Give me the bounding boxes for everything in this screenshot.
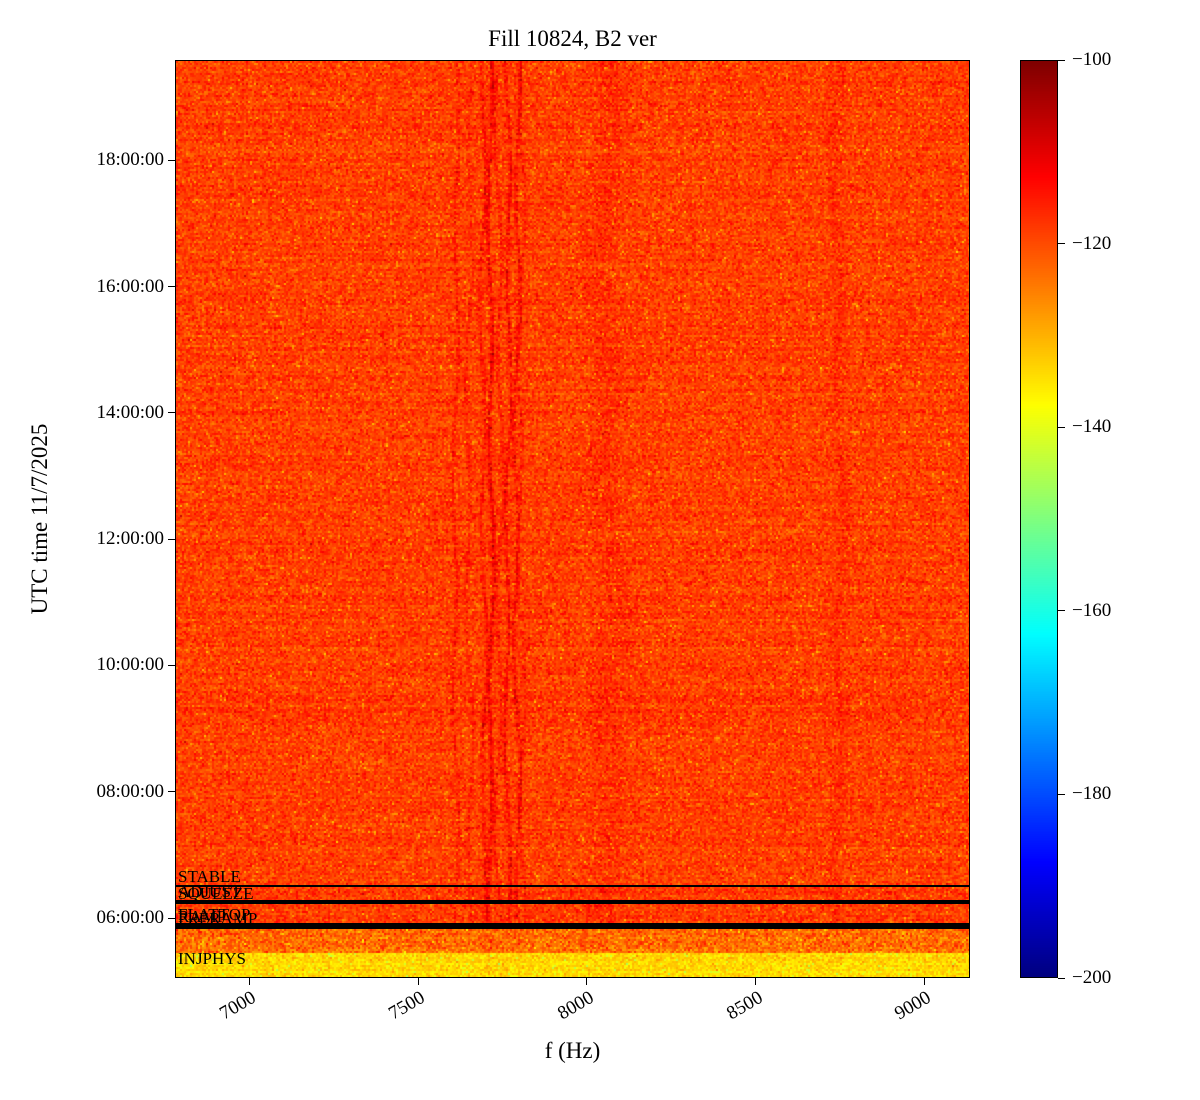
y-tick-mark xyxy=(168,412,175,414)
colorbar-tick-mark xyxy=(1058,426,1065,428)
x-tick-label: 7500 xyxy=(385,987,429,1025)
chart-title: Fill 10824, B2 ver xyxy=(488,26,657,51)
spectrogram-heatmap xyxy=(176,61,969,977)
colorbar-tick-mark xyxy=(1058,59,1065,61)
y-tick-label: 18:00:00 xyxy=(96,149,164,171)
beam-mode-label: SQUEEZE xyxy=(178,883,254,903)
y-tick-label: 12:00:00 xyxy=(96,528,164,550)
beam-mode-line xyxy=(176,923,969,926)
x-tick-label: 9000 xyxy=(891,987,935,1025)
y-tick-label: 14:00:00 xyxy=(96,401,164,423)
colorbar-gradient xyxy=(1021,61,1057,977)
x-tick-label: 8000 xyxy=(553,987,598,1025)
beam-mode-label: RAMP xyxy=(178,906,227,926)
x-tick-label: 8500 xyxy=(722,987,767,1025)
colorbar-tick-label: −120 xyxy=(1072,232,1112,254)
y-tick-mark xyxy=(168,159,175,161)
colorbar-tick-label: −180 xyxy=(1072,783,1112,805)
colorbar xyxy=(1020,60,1058,978)
y-tick-mark xyxy=(168,791,175,793)
y-tick-mark xyxy=(168,538,175,540)
y-tick-label: 06:00:00 xyxy=(96,907,164,929)
x-tick-mark xyxy=(755,978,757,985)
x-tick-label: 7000 xyxy=(216,987,260,1025)
y-tick-label: 10:00:00 xyxy=(96,654,164,676)
y-tick-mark xyxy=(168,286,175,288)
y-tick-mark xyxy=(168,664,175,666)
beam-mode-line xyxy=(176,884,969,887)
beam-mode-label: ADJUST xyxy=(178,881,242,901)
colorbar-tick-label: −100 xyxy=(1072,49,1112,70)
colorbar-tick-mark xyxy=(1058,243,1065,245)
beam-mode-annotations: STABLE ADJUST SQUEEZE FLATTOP RAMP PRERAMP INJ… xyxy=(176,61,969,977)
beam-mode-line xyxy=(176,926,969,929)
colorbar-tick-label: −200 xyxy=(1072,967,1112,988)
beam-mode-line xyxy=(176,924,969,927)
colorbar-tick-mark xyxy=(1058,610,1065,612)
spectrogram-plot-area: STABLE ADJUST SQUEEZE FLATTOP RAMP PRERAMP INJ… xyxy=(175,60,970,978)
colorbar-tick-label: −160 xyxy=(1072,599,1112,621)
beam-mode-label: INJPHYS xyxy=(178,949,247,969)
x-tick-mark xyxy=(248,978,250,985)
x-tick-mark xyxy=(417,978,419,985)
colorbar-tick-mark xyxy=(1058,977,1065,979)
beam-mode-line xyxy=(176,899,969,902)
beam-mode-line xyxy=(176,901,969,904)
x-tick-mark xyxy=(586,978,588,985)
beam-mode-label: STABLE xyxy=(178,866,241,886)
beam-mode-label: PRERAMP xyxy=(178,908,258,928)
y-tick-label: 08:00:00 xyxy=(96,780,164,802)
x-tick-mark xyxy=(923,978,925,985)
beam-mode-label: FLATTOP xyxy=(178,905,251,925)
y-axis-label: UTC time 11/7/2025 xyxy=(27,423,52,615)
colorbar-tick-label: −140 xyxy=(1072,416,1112,438)
x-axis-label: f (Hz) xyxy=(544,1038,601,1063)
y-tick-mark xyxy=(168,917,175,919)
y-tick-label: 16:00:00 xyxy=(96,275,164,297)
colorbar-tick-mark xyxy=(1058,793,1065,795)
